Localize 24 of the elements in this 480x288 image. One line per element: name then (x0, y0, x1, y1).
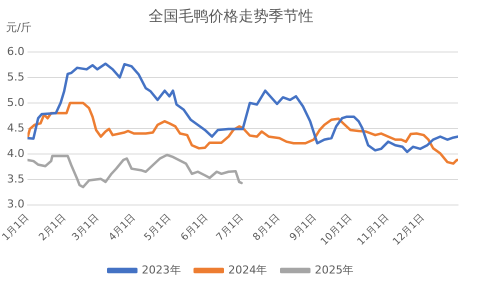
x-tick-label: 5月1日 (142, 212, 174, 244)
y-axis-title: 元/斤 (6, 20, 32, 35)
x-tick-label: 6月1日 (179, 212, 210, 244)
x-tick-label: 11月1日 (356, 212, 391, 248)
y-tick-label: 3.0 (6, 198, 24, 211)
legend-label: 2025年 (314, 263, 354, 276)
y-tick-label: 5.5 (6, 70, 24, 84)
chart-title: 全国毛鸭价格走势季节性 (148, 6, 314, 25)
x-tick-label: 4月1日 (106, 212, 138, 244)
y-tick-label: 4.5 (6, 121, 24, 134)
y-tick-label: 5.0 (6, 96, 24, 109)
y-tick-label: 3.5 (6, 172, 24, 186)
x-tick-label: 1月1日 (0, 212, 32, 244)
x-tick-label: 8月1日 (251, 212, 282, 244)
x-tick-label: 7月1日 (214, 212, 246, 244)
legend-label: 2024年 (228, 263, 268, 276)
x-tick-label: 2月1日 (37, 212, 68, 244)
x-tick-label: 3月1日 (70, 212, 102, 244)
legend-label: 2023年 (142, 263, 181, 276)
y-tick-label: 4.0 (6, 146, 24, 160)
x-tick-label: 12月1日 (391, 212, 426, 248)
x-tick-label: 10月1日 (318, 212, 354, 248)
x-tick-label: 9月1日 (288, 212, 319, 244)
y-tick-label: 6.0 (6, 44, 24, 58)
